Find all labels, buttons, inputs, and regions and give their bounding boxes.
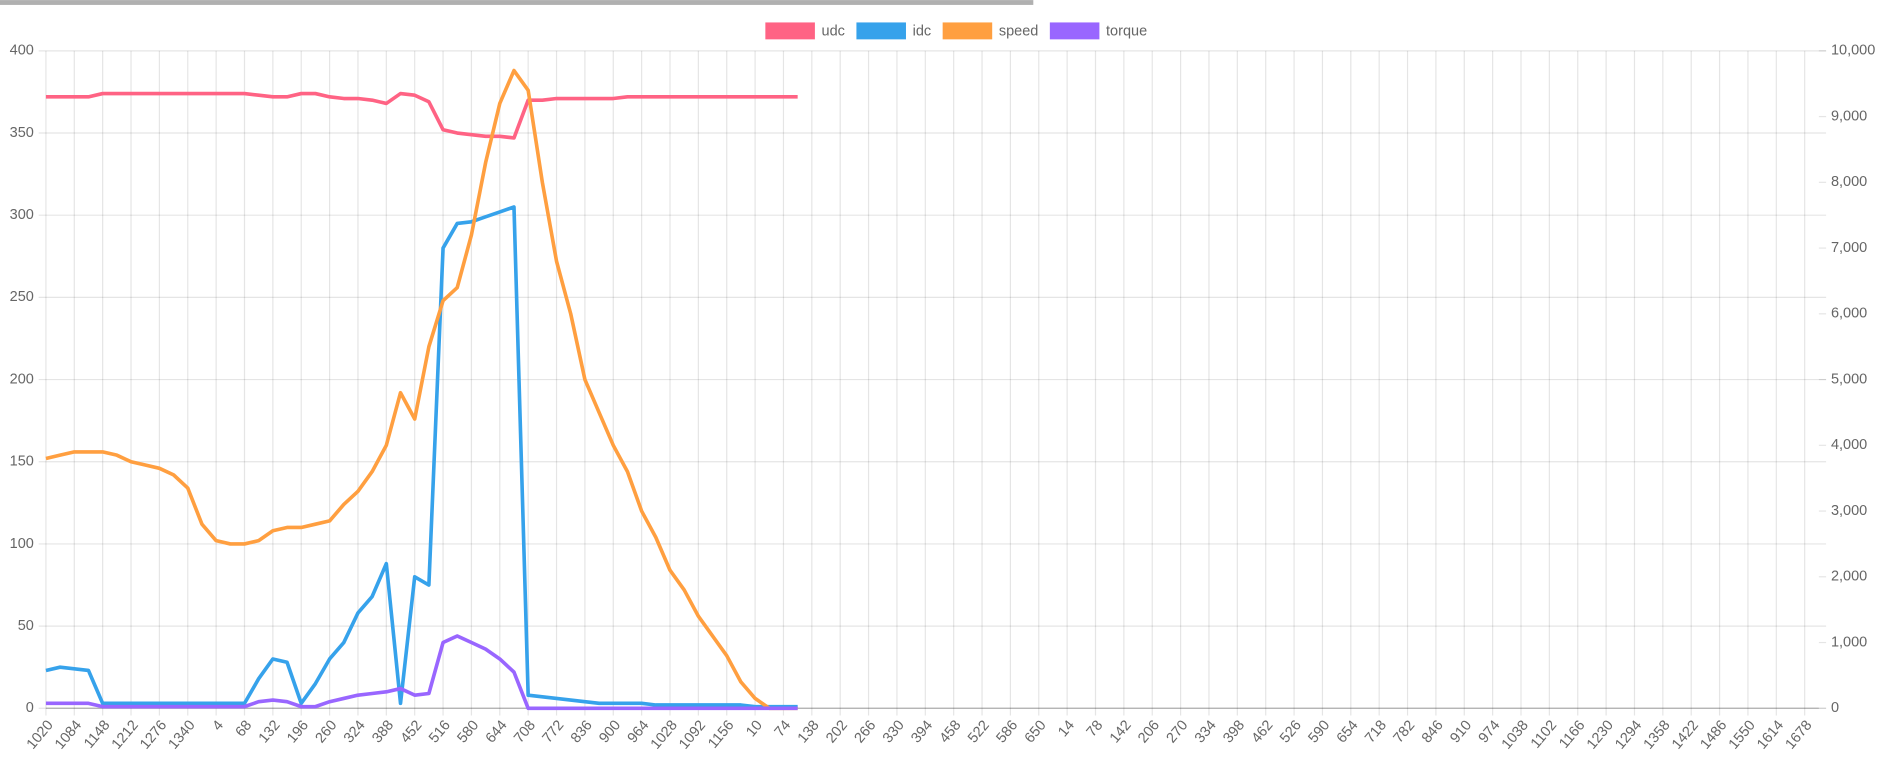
x-tick-label: 650 [1022, 718, 1050, 747]
x-tick-label: 138 [795, 718, 823, 747]
x-tick-label: 910 [1447, 718, 1475, 747]
x-tick-label: 586 [993, 718, 1021, 747]
y-tick-label: 250 [10, 289, 34, 305]
x-tick-label: 1276 [137, 718, 170, 753]
x-tick-label: 74 [772, 718, 795, 741]
x-tick-label: 458 [937, 718, 965, 747]
x-tick-label: 68 [233, 718, 256, 741]
x-tick-label: 1084 [52, 718, 85, 753]
x-tick-label: 1166 [1556, 718, 1588, 752]
x-tick-label: 900 [596, 718, 624, 747]
legend-swatch [765, 22, 815, 40]
x-tick-label: 526 [1277, 718, 1305, 747]
x-tick-label: 1020 [24, 718, 57, 753]
x-tick-label: 1038 [1499, 718, 1532, 753]
y2-tick-label: 6,000 [1831, 306, 1867, 322]
x-tick-label: 1156 [705, 718, 737, 752]
y-tick-label: 50 [18, 618, 34, 634]
x-tick-label: 1212 [109, 718, 142, 753]
x-tick-label: 1028 [648, 718, 681, 753]
x-tick-label: 398 [1220, 718, 1248, 747]
x-tick-label: 206 [1135, 718, 1163, 747]
x-tick-label: 388 [369, 718, 397, 747]
x-tick-label: 718 [1362, 718, 1390, 747]
legend-swatch [856, 22, 906, 40]
x-tick-label: 516 [426, 718, 454, 747]
x-tick-label: 452 [398, 718, 426, 747]
x-tick-label: 522 [965, 718, 993, 747]
y-tick-label: 350 [10, 125, 34, 141]
y2-tick-label: 8,000 [1831, 174, 1867, 190]
x-tick-label: 202 [823, 718, 851, 747]
x-tick-label: 132 [256, 718, 284, 747]
legend-swatch [942, 22, 993, 40]
x-tick-label: 1486 [1697, 718, 1730, 753]
legend-label: idc [913, 23, 932, 39]
series-line [45, 634, 798, 711]
x-tick-label: 10 [743, 718, 766, 741]
y-tick-label: 300 [10, 207, 34, 223]
x-tick-label: 1614 [1754, 718, 1787, 753]
y2-tick-label: 7,000 [1831, 240, 1867, 256]
legend-label: torque [1106, 23, 1147, 39]
x-tick-label: 1422 [1669, 718, 1702, 753]
x-tick-label: 14 [1055, 718, 1078, 741]
y-tick-label: 150 [10, 454, 34, 470]
x-tick-label: 580 [454, 718, 482, 747]
x-tick-label: 1550 [1726, 718, 1759, 753]
x-tick-label: 782 [1391, 718, 1419, 747]
y2-tick-label: 4,000 [1831, 437, 1867, 453]
x-tick-label: 1294 [1612, 718, 1645, 753]
legend-label: udc [822, 23, 845, 39]
y2-tick-label: 10,000 [1831, 43, 1875, 59]
y-tick-label: 200 [10, 371, 34, 387]
legend-swatch [1049, 22, 1100, 40]
x-tick-label: 196 [284, 718, 312, 747]
y2-tick-label: 1,000 [1831, 634, 1867, 650]
y-tick-label: 100 [10, 536, 34, 552]
x-tick-label: 1230 [1584, 718, 1617, 753]
y-tick-label: 400 [10, 43, 34, 59]
x-tick-label: 462 [1249, 718, 1277, 747]
x-tick-label: 4 [210, 718, 227, 734]
top-tab-bar [0, 0, 1034, 5]
y2-tick-label: 3,000 [1831, 503, 1867, 519]
x-tick-label: 142 [1107, 718, 1135, 747]
x-tick-label: 266 [852, 718, 880, 747]
x-tick-label: 708 [511, 718, 539, 747]
x-tick-label: 334 [1192, 718, 1220, 747]
x-tick-label: 846 [1419, 718, 1447, 747]
x-tick-label: 1102 [1528, 718, 1560, 752]
x-tick-label: 330 [880, 718, 908, 747]
legend-label: speed [999, 23, 1039, 39]
y2-tick-label: 9,000 [1831, 108, 1867, 124]
x-tick-label: 324 [341, 718, 369, 747]
x-tick-label: 270 [1164, 718, 1192, 747]
x-tick-label: 394 [908, 718, 936, 747]
x-tick-label: 1148 [81, 718, 113, 752]
x-tick-label: 260 [313, 718, 341, 747]
x-tick-label: 1358 [1641, 718, 1674, 753]
x-tick-label: 654 [1334, 718, 1362, 747]
x-tick-label: 590 [1305, 718, 1333, 747]
series-line [45, 91, 798, 140]
x-tick-label: 78 [1084, 718, 1107, 741]
x-tick-label: 1092 [676, 718, 709, 753]
x-tick-label: 1678 [1783, 718, 1816, 753]
series-line [45, 205, 798, 709]
series-line [45, 68, 798, 711]
x-tick-label: 772 [540, 718, 568, 747]
y-tick-label: 0 [26, 700, 34, 716]
y2-tick-label: 0 [1831, 700, 1839, 716]
x-tick-label: 836 [568, 718, 596, 747]
y2-tick-label: 2,000 [1831, 569, 1867, 585]
y2-tick-label: 5,000 [1831, 371, 1867, 387]
x-tick-label: 644 [483, 718, 511, 747]
x-tick-label: 1340 [166, 718, 199, 753]
